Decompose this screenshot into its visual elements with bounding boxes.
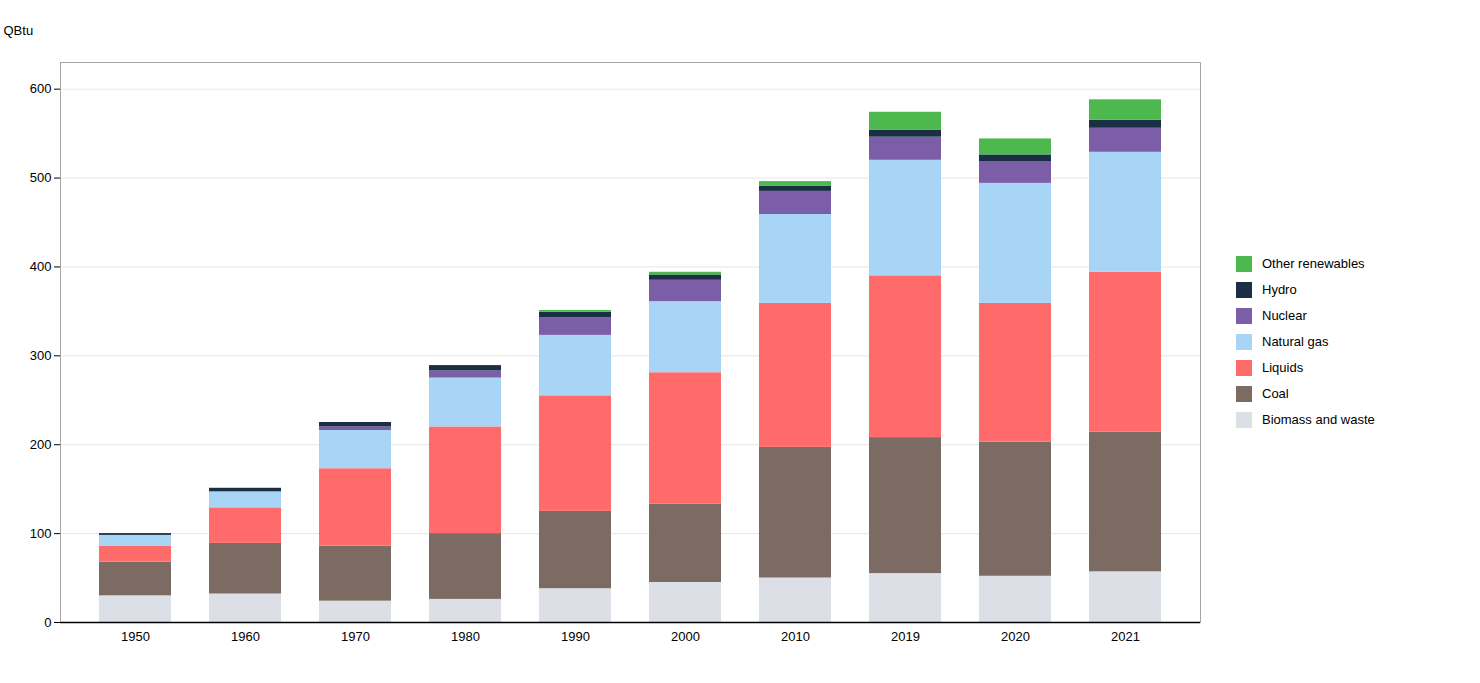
svg-text:1980: 1980 bbox=[451, 628, 480, 643]
svg-text:2010: 2010 bbox=[781, 628, 810, 643]
svg-text:2021: 2021 bbox=[1111, 628, 1140, 643]
svg-text:300: 300 bbox=[30, 347, 52, 362]
svg-text:2000: 2000 bbox=[671, 628, 700, 643]
svg-text:1970: 1970 bbox=[341, 628, 370, 643]
svg-text:200: 200 bbox=[30, 436, 52, 451]
svg-text:0: 0 bbox=[44, 614, 51, 629]
svg-text:500: 500 bbox=[30, 170, 52, 185]
html-text:Liquids: Liquids bbox=[1262, 360, 1304, 375]
html-text:Other renewables: Other renewables bbox=[1262, 256, 1365, 271]
html-text:Nuclear: Nuclear bbox=[1262, 308, 1307, 323]
html-text:Hydro: Hydro bbox=[1262, 282, 1297, 297]
svg-text:2019: 2019 bbox=[891, 628, 920, 643]
svg-text:400: 400 bbox=[30, 259, 52, 274]
svg-text:1960: 1960 bbox=[231, 628, 260, 643]
svg-text:QBtu: QBtu bbox=[4, 22, 34, 37]
svg-text:1990: 1990 bbox=[561, 628, 590, 643]
svg-text:1950: 1950 bbox=[121, 628, 150, 643]
html-text:Natural gas: Natural gas bbox=[1262, 334, 1329, 349]
svg-text:100: 100 bbox=[30, 525, 52, 540]
svg-text:2020: 2020 bbox=[1001, 628, 1030, 643]
html-text:Biomass and waste: Biomass and waste bbox=[1262, 412, 1375, 427]
svg-text:600: 600 bbox=[30, 81, 52, 96]
html-text:Coal: Coal bbox=[1262, 386, 1289, 401]
